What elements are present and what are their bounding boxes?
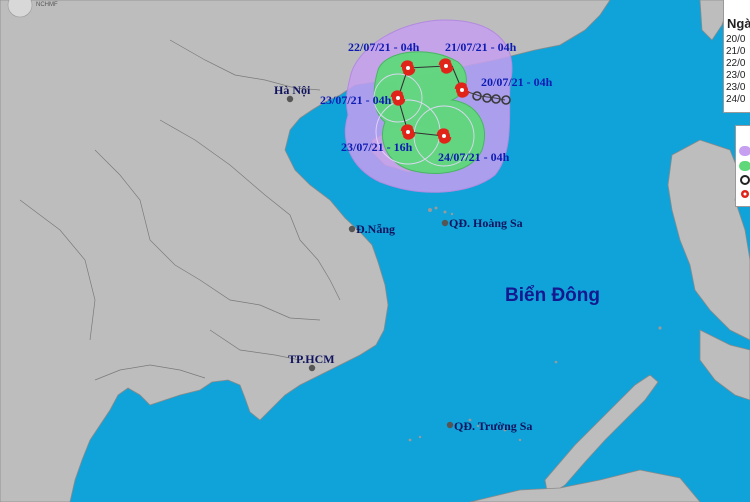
truongsa-marker	[446, 421, 454, 429]
borneo-land	[469, 469, 701, 502]
strong-wind-swatch	[739, 161, 750, 171]
visayas-islands	[699, 329, 750, 401]
city-label-hanoi: Hà Nội	[274, 83, 311, 97]
storm-icon-20	[454, 82, 470, 98]
legend-panel: Ngà 20/0 21/0 22/0 23/0 23/0 24/0	[723, 0, 750, 113]
track-label-24-04h: 24/07/21 - 04h	[438, 150, 510, 164]
track-label-22-04h: 22/07/21 - 04h	[348, 40, 420, 54]
hanoi-marker	[286, 95, 294, 103]
legend-row: 22/0	[726, 58, 746, 69]
sea-label: Biển Đông	[505, 285, 600, 306]
risk-zone-swatch	[739, 146, 750, 156]
archipelago-dots	[408, 206, 662, 442]
strong-wind-zone	[373, 51, 485, 174]
storm-icon-24	[436, 128, 452, 144]
legend-row: 24/0	[726, 94, 746, 105]
legend-key	[735, 125, 750, 207]
track-label-20-04h: 20/07/21 - 04h	[481, 75, 553, 89]
legend-row: 23/0	[726, 82, 746, 93]
track-label-23-04h: 23/07/21 - 04h	[320, 93, 392, 107]
hcm-marker	[308, 364, 316, 372]
palawan-island	[544, 374, 659, 497]
taiwan-land	[699, 0, 731, 41]
past-depression-icons	[472, 91, 511, 105]
storm-icon-23a	[390, 90, 406, 106]
city-label-truongsa: QĐ. Trường Sa	[454, 419, 533, 433]
legend-row: 23/0	[726, 70, 746, 81]
logo-text: NCHMF	[36, 2, 58, 8]
city-label-hoangsa: QĐ. Hoàng Sa	[449, 216, 523, 230]
legend-row: 20/0	[726, 34, 746, 45]
storm-icon-22	[400, 60, 416, 76]
legend-row: 21/0	[726, 46, 746, 57]
city-label-danang: Đ.Nẵng	[356, 222, 396, 236]
storm-icon-21	[438, 58, 454, 74]
tropical-depression-icon	[740, 175, 750, 185]
storm-icon	[741, 190, 749, 198]
city-label-hcm: TP.HCM	[288, 352, 335, 366]
track-label-21-04h: 21/07/21 - 04h	[445, 40, 517, 54]
legend-heading: Ngà	[727, 16, 750, 31]
nchmf-logo	[7, 0, 33, 18]
track-label-23-16h: 23/07/21 - 16h	[341, 140, 413, 154]
storm-icon-23b	[400, 124, 416, 140]
danang-marker	[348, 225, 356, 233]
hoangsa-marker	[441, 219, 449, 227]
country-borders	[19, 39, 341, 381]
legend-key-icons	[739, 146, 750, 198]
